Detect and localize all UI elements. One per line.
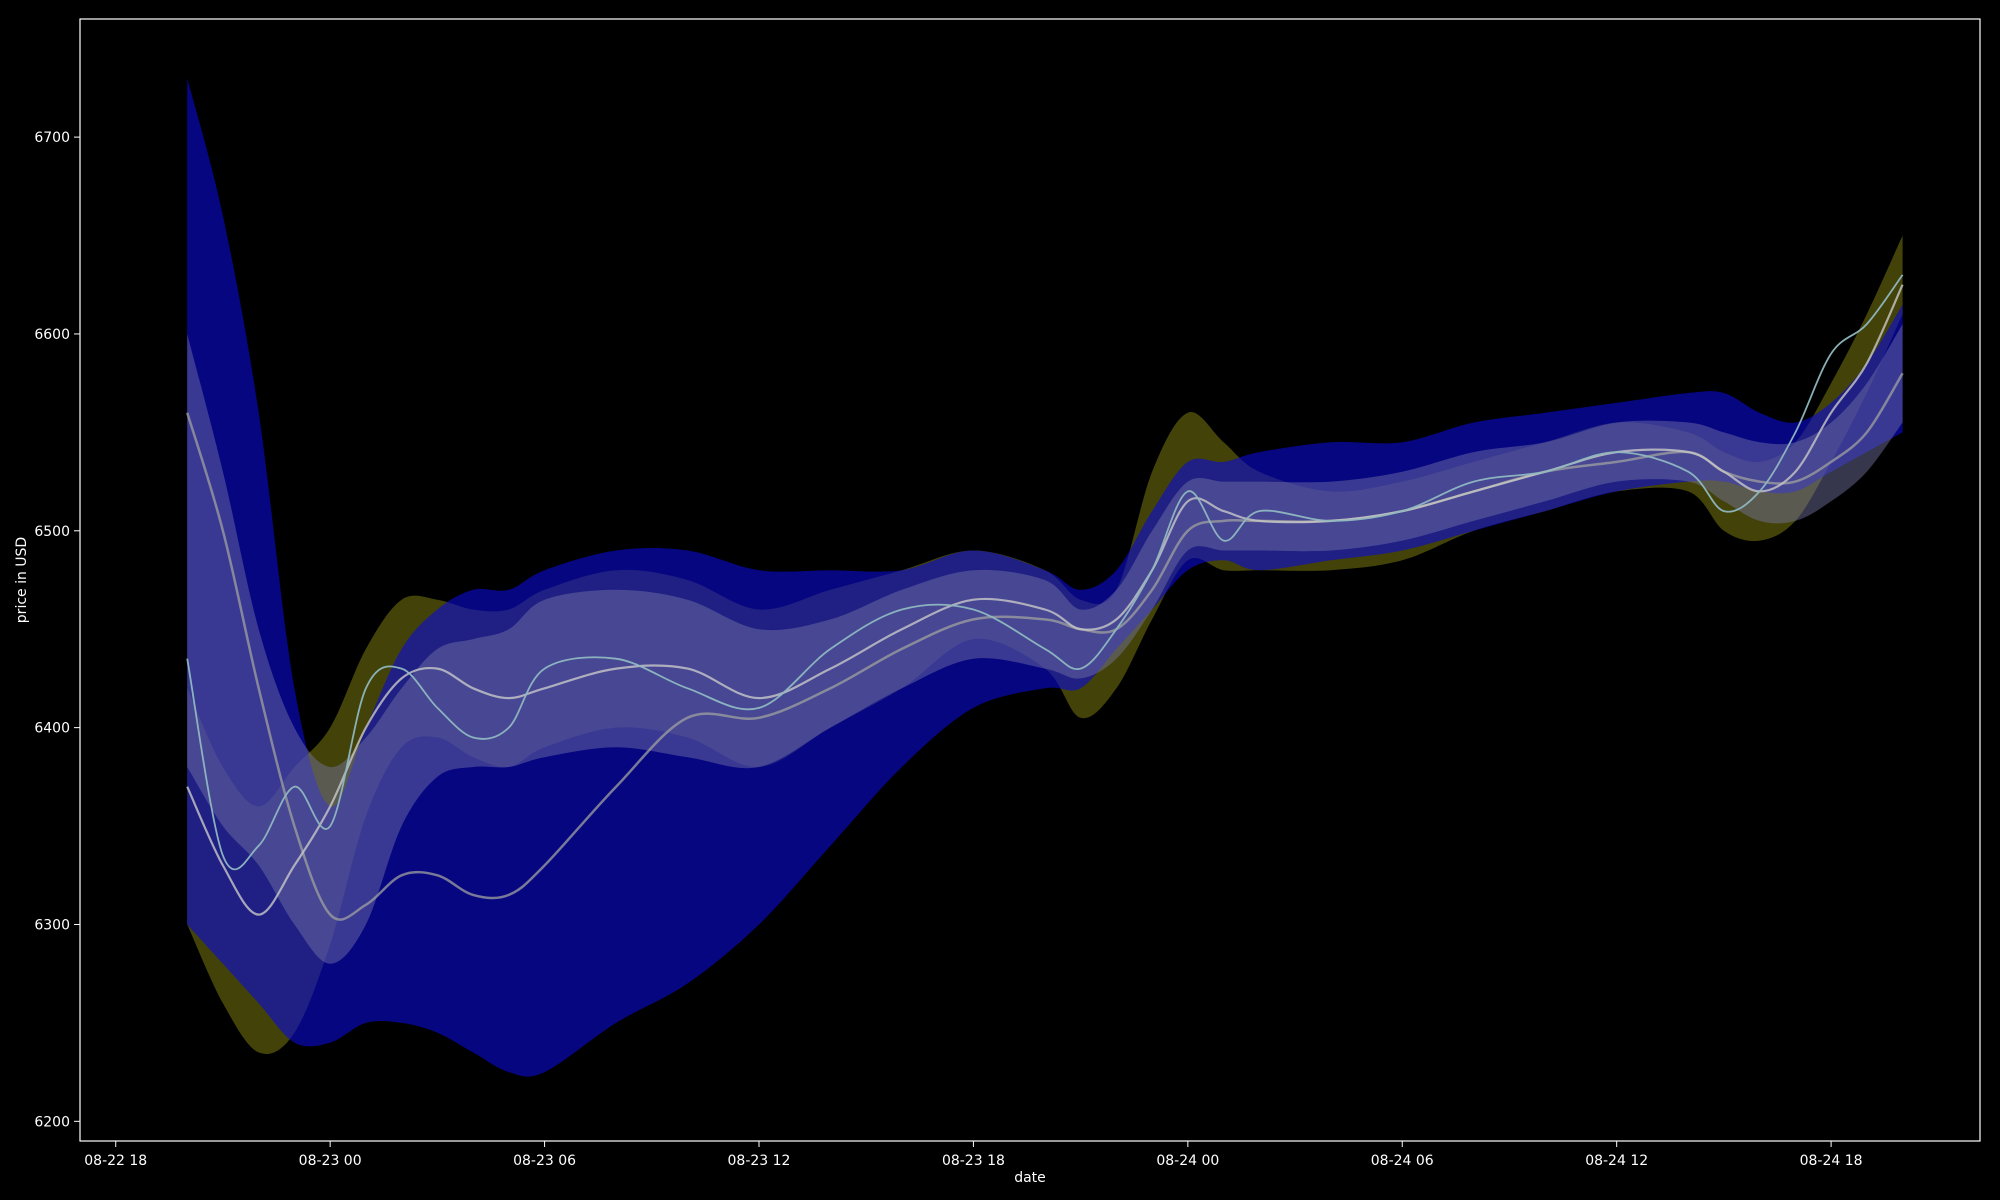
y-tick-label: 6300 [34, 917, 70, 933]
y-tick-label: 6600 [34, 327, 70, 343]
x-axis-label: date [1014, 1170, 1046, 1186]
x-tick-label: 08-23 18 [942, 1153, 1005, 1169]
y-axis: 6200 6300 6400 6500 6600 6700 [34, 130, 80, 1130]
y-tick-label: 6700 [34, 130, 70, 146]
bands-layer [187, 78, 1903, 1077]
inner-band [187, 324, 1903, 964]
x-tick-label: 08-24 06 [1371, 1153, 1434, 1169]
x-tick-label: 08-24 12 [1585, 1153, 1648, 1169]
y-tick-label: 6500 [34, 524, 70, 540]
outer-band [187, 78, 1903, 1077]
y-tick-label: 6400 [34, 721, 70, 737]
x-tick-label: 08-24 18 [1800, 1153, 1863, 1169]
y-axis-label: price in USD [14, 537, 30, 623]
x-tick-label: 08-22 18 [84, 1153, 147, 1169]
x-tick-label: 08-23 12 [728, 1153, 791, 1169]
x-tick-label: 08-24 00 [1156, 1153, 1219, 1169]
x-tick-label: 08-23 00 [299, 1153, 362, 1169]
x-axis: 08-22 18 08-23 00 08-23 06 08-23 12 08-23 18… [84, 1141, 1863, 1169]
x-tick-label: 08-23 06 [513, 1153, 576, 1169]
y-tick-label: 6200 [34, 1114, 70, 1130]
series-line-price [186, 274, 1904, 871]
lines-layer [186, 274, 1904, 921]
series-line-slow-ma [186, 372, 1904, 921]
series-line-fast-ma [186, 284, 1904, 916]
